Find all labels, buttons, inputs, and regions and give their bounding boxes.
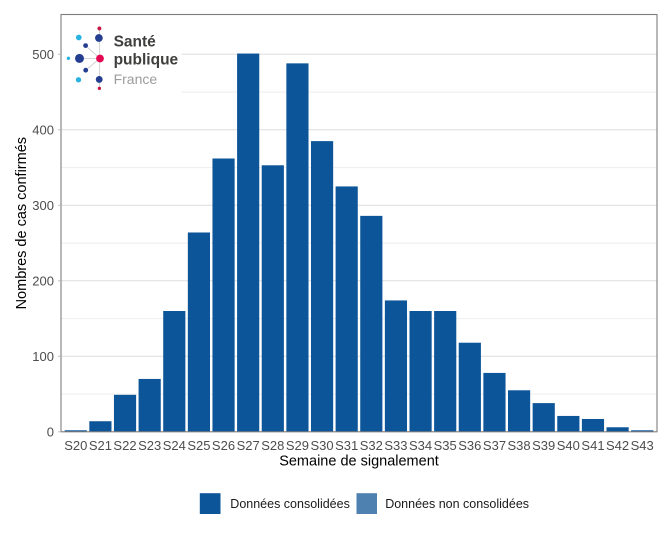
svg-text:France: France xyxy=(114,71,158,87)
svg-text:0: 0 xyxy=(47,424,54,439)
svg-text:S24: S24 xyxy=(163,438,186,453)
svg-text:Nombres de cas confirmés: Nombres de cas confirmés xyxy=(14,137,30,309)
svg-text:S43: S43 xyxy=(631,438,654,453)
svg-text:S32: S32 xyxy=(360,438,383,453)
svg-text:300: 300 xyxy=(32,198,54,213)
svg-text:S41: S41 xyxy=(581,438,604,453)
svg-text:100: 100 xyxy=(32,349,54,364)
svg-text:S21: S21 xyxy=(89,438,112,453)
svg-text:S25: S25 xyxy=(187,438,210,453)
svg-text:S36: S36 xyxy=(458,438,481,453)
svg-text:S31: S31 xyxy=(335,438,358,453)
svg-text:S22: S22 xyxy=(113,438,136,453)
svg-text:Santé: Santé xyxy=(114,33,157,50)
svg-text:S29: S29 xyxy=(286,438,309,453)
svg-text:Données consolidées: Données consolidées xyxy=(230,497,350,511)
svg-text:S27: S27 xyxy=(237,438,260,453)
svg-text:S40: S40 xyxy=(557,438,580,453)
svg-text:Semaine de signalement: Semaine de signalement xyxy=(279,454,439,470)
svg-text:400: 400 xyxy=(32,122,54,137)
svg-text:publique: publique xyxy=(114,52,179,69)
svg-text:S30: S30 xyxy=(311,438,334,453)
svg-text:S39: S39 xyxy=(532,438,555,453)
svg-text:200: 200 xyxy=(32,273,54,288)
svg-text:S37: S37 xyxy=(483,438,506,453)
svg-text:S33: S33 xyxy=(384,438,407,453)
svg-text:S26: S26 xyxy=(212,438,235,453)
svg-text:S28: S28 xyxy=(261,438,284,453)
svg-text:S35: S35 xyxy=(434,438,457,453)
svg-text:Données non consolidées: Données non consolidées xyxy=(385,497,529,511)
svg-text:S38: S38 xyxy=(508,438,531,453)
svg-text:S42: S42 xyxy=(606,438,629,453)
svg-text:S20: S20 xyxy=(64,438,87,453)
svg-text:S23: S23 xyxy=(138,438,161,453)
svg-text:S34: S34 xyxy=(409,438,432,453)
svg-text:500: 500 xyxy=(32,47,54,62)
